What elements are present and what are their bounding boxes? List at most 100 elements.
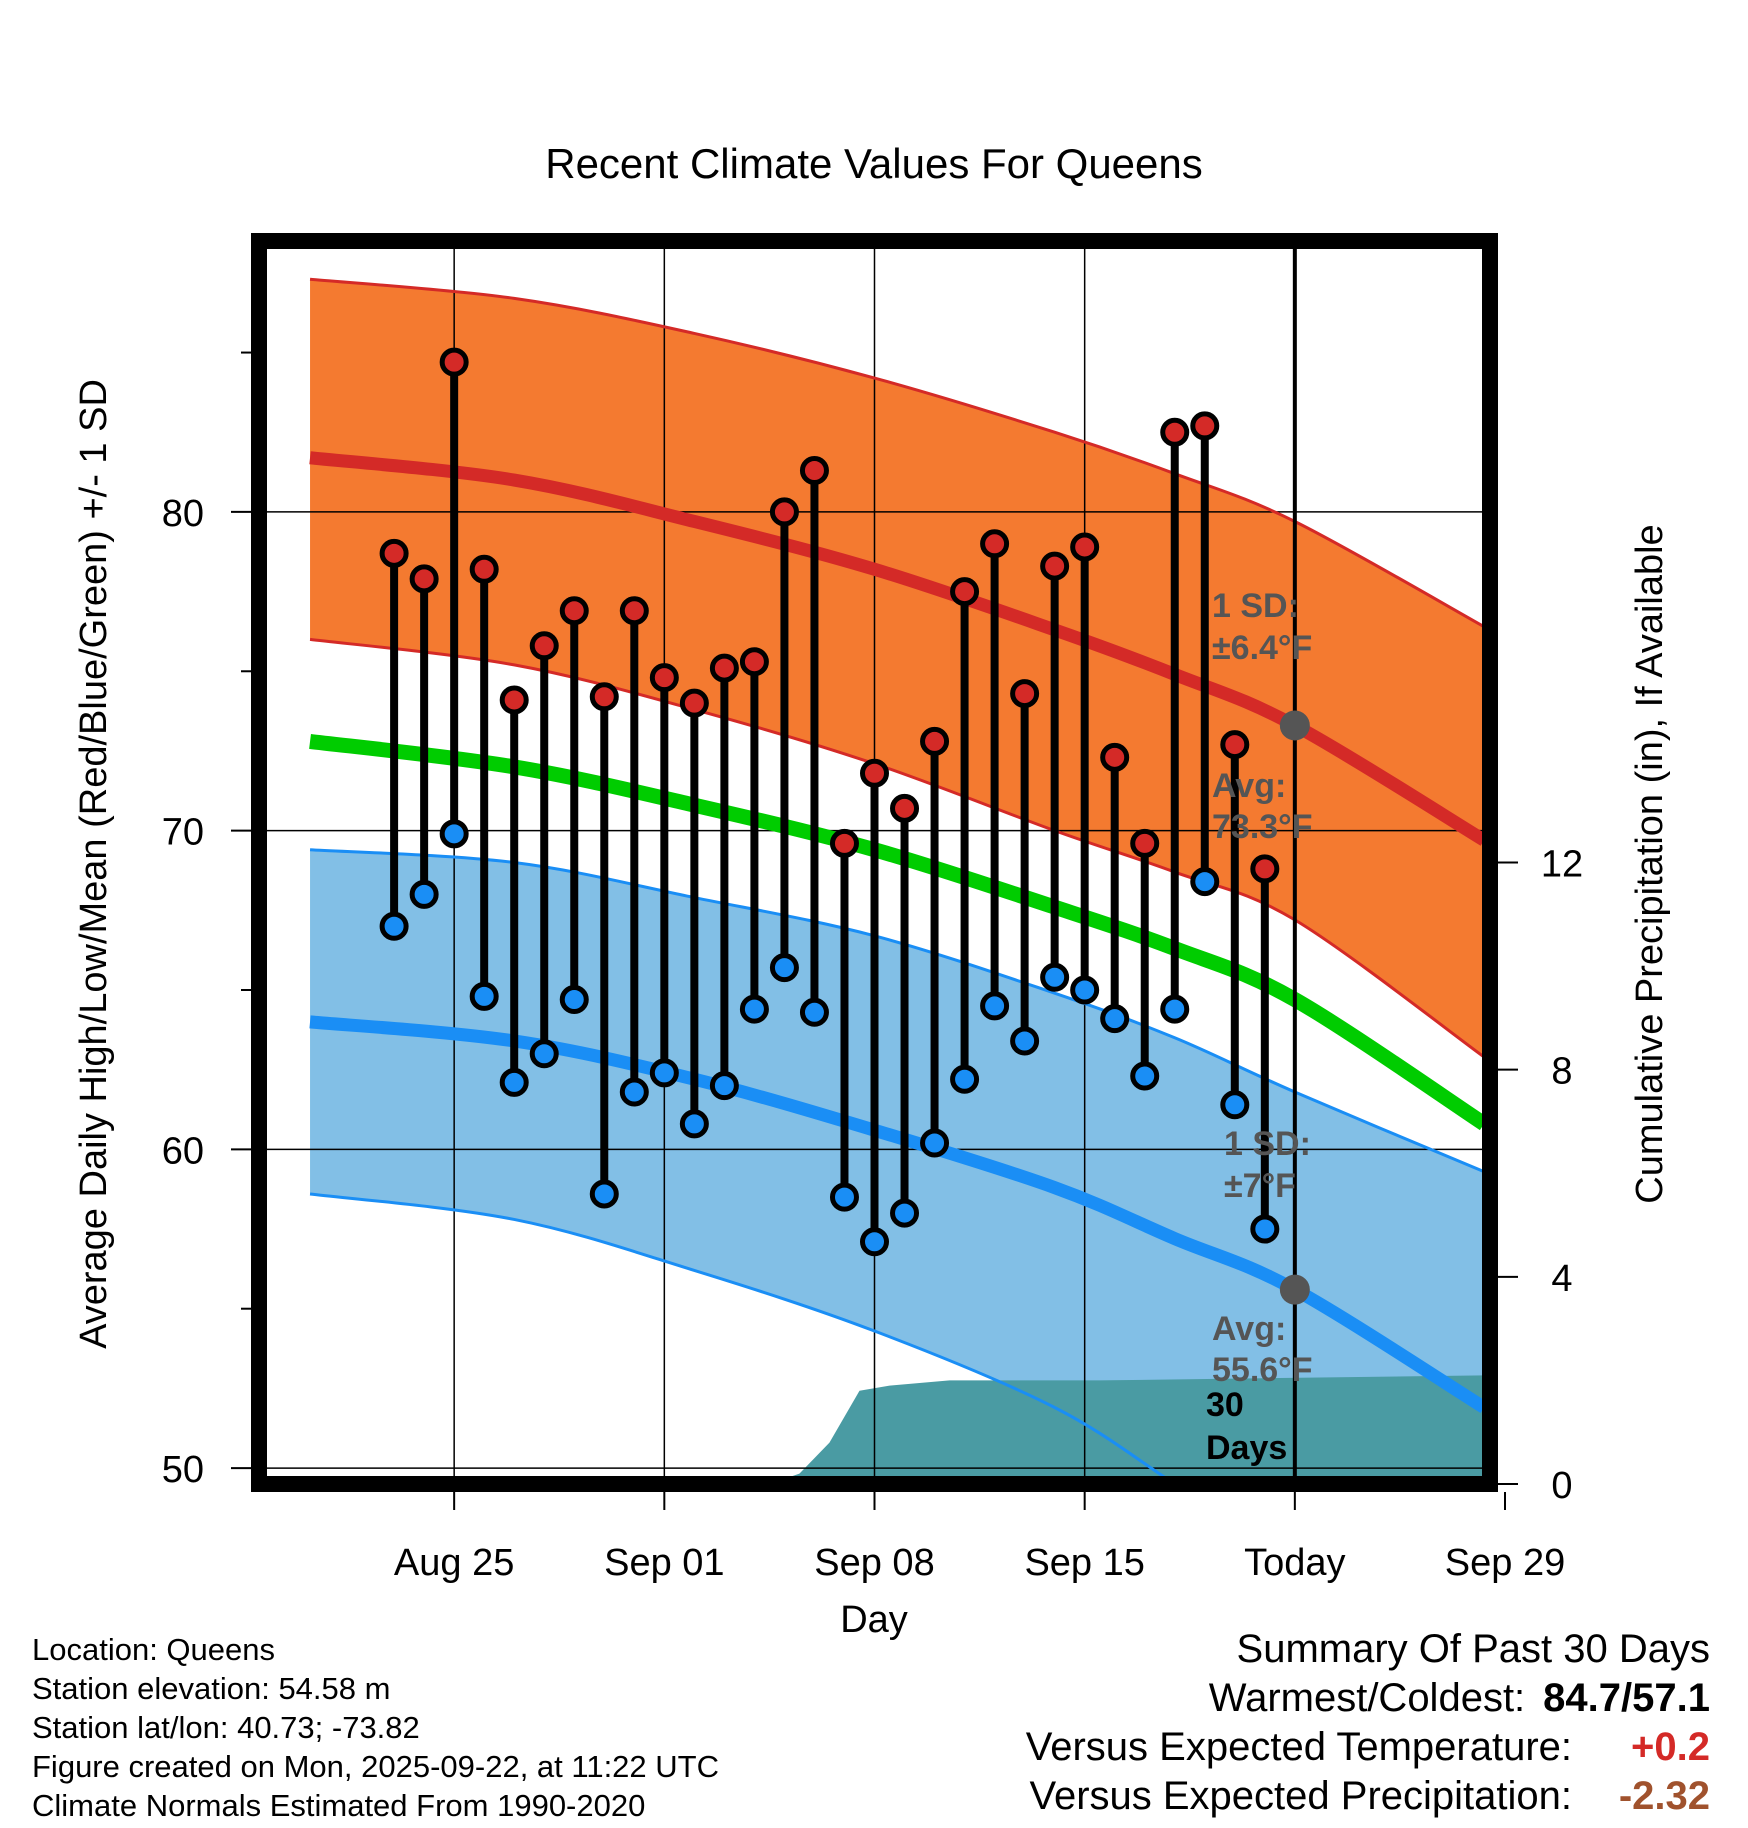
- low-sd-value: ±7°F: [1224, 1167, 1296, 1205]
- daily-high-point: [920, 726, 950, 756]
- daily-high-point: [1250, 854, 1280, 884]
- daily-high-point: [679, 688, 709, 718]
- daily-high-point: [890, 793, 920, 823]
- low-sd-lower-line: [309, 1192, 1169, 1478]
- daily-high-point: [1040, 551, 1070, 581]
- daily-low-point: [469, 981, 499, 1011]
- daily-high-point: [559, 596, 589, 626]
- period-number: 30: [1206, 1386, 1244, 1424]
- daily-low-point: [1250, 1214, 1280, 1244]
- daily-high-point: [950, 577, 980, 607]
- summary-temp-row: Versus Expected Temperature: +0.2: [1026, 1723, 1710, 1772]
- x-tick-label: Sep 29: [1445, 1542, 1565, 1584]
- high-avg-value: 73.3°F: [1212, 808, 1313, 846]
- y-axis-label: Average Daily High/Low/Mean (Red/Blue/Gr…: [73, 379, 115, 1349]
- daily-low-point: [439, 819, 469, 849]
- daily-high-point: [769, 497, 799, 527]
- warm-cold-value: 84.7/57.1: [1543, 1676, 1710, 1720]
- daily-low-point: [559, 985, 589, 1015]
- high-avg-label: Avg:: [1212, 767, 1286, 805]
- daily-high-point: [799, 455, 829, 485]
- daily-low-point: [679, 1109, 709, 1139]
- plot-frame: [251, 233, 1498, 1492]
- x-tick-label: Aug 25: [394, 1542, 514, 1584]
- today-average-low-marker: [1279, 1274, 1310, 1305]
- x-axis-label: Day: [840, 1599, 908, 1641]
- x-axis-ticks: Aug 25 Sep 01 Sep 08 Sep 15 Today Sep 29: [394, 1492, 1565, 1584]
- high-sd-band: [310, 279, 1484, 1057]
- daily-high-point: [649, 663, 679, 693]
- daily-high-point: [829, 828, 859, 858]
- daily-high-point: [980, 529, 1010, 559]
- low-avg-label: Avg:: [1212, 1310, 1286, 1348]
- daily-high-point: [1160, 417, 1190, 447]
- daily-high-point: [709, 653, 739, 683]
- precip-departure-label: Versus Expected Precipitation:: [1029, 1774, 1572, 1818]
- low-sd-upper-line: [309, 848, 1484, 1174]
- y2-axis-ticks: 0 4 8 12: [1498, 844, 1583, 1507]
- daily-high-point: [1070, 532, 1100, 562]
- y2-axis-label: Cumulative Precipitation (in), If Availa…: [1629, 524, 1671, 1203]
- created-text: Figure created on Mon, 2025-09-22, at 11…: [32, 1749, 719, 1784]
- daily-high-point: [379, 538, 409, 568]
- high-sd-upper-line: [309, 277, 1484, 628]
- summary-precip-row: Versus Expected Precipitation: -2.32: [1026, 1772, 1710, 1821]
- elevation-text: Station elevation: 54.58 m: [32, 1671, 391, 1706]
- daily-high-point: [1130, 828, 1160, 858]
- low-sd-label: 1 SD:: [1224, 1125, 1311, 1163]
- daily-low-point: [1190, 867, 1220, 897]
- daily-high-point: [860, 758, 889, 788]
- daily-low-point: [619, 1077, 649, 1107]
- summary-warm-cold-row: Warmest/Coldest: 84.7/57.1: [1026, 1674, 1710, 1723]
- x-tick-label: Today: [1244, 1542, 1345, 1584]
- daily-low-point: [1100, 1004, 1130, 1034]
- daily-low-point: [649, 1058, 679, 1088]
- temp-departure-value: +0.2: [1631, 1725, 1710, 1769]
- daily-low-point: [1220, 1090, 1250, 1120]
- daily-low-point: [499, 1067, 529, 1097]
- latlon-text: Station lat/lon: 40.73; -73.82: [32, 1710, 420, 1745]
- daily-high-point: [1010, 679, 1040, 709]
- normals-text: Climate Normals Estimated From 1990-2020: [32, 1788, 646, 1823]
- daily-observations: [379, 347, 1280, 1257]
- temp-departure-label: Versus Expected Temperature:: [1025, 1725, 1572, 1769]
- daily-low-point: [1160, 994, 1190, 1024]
- y-tick-label: 50: [162, 1449, 204, 1491]
- daily-low-point: [709, 1071, 739, 1101]
- daily-low-point: [409, 879, 439, 909]
- daily-low-point: [769, 953, 799, 983]
- x-tick-label: Sep 08: [814, 1542, 934, 1584]
- daily-high-point: [1190, 411, 1220, 441]
- daily-low-point: [950, 1064, 980, 1094]
- daily-low-point: [890, 1198, 920, 1228]
- daily-high-point: [469, 554, 499, 584]
- precip-area: [786, 1375, 1484, 1478]
- y2-tick-label: 4: [1551, 1258, 1572, 1300]
- y2-tick-label: 8: [1551, 1051, 1572, 1093]
- y-axis-ticks: 50 60 70 80: [162, 351, 251, 1491]
- daily-low-point: [379, 911, 409, 941]
- location-text: Location: Queens: [32, 1632, 276, 1667]
- x-tick-label: Sep 15: [1024, 1542, 1144, 1584]
- daily-high-point: [1220, 730, 1250, 760]
- daily-low-point: [920, 1128, 950, 1158]
- daily-low-point: [829, 1182, 859, 1212]
- daily-low-point: [529, 1039, 559, 1069]
- y2-tick-label: 0: [1551, 1465, 1572, 1507]
- daily-low-point: [739, 994, 769, 1024]
- daily-low-point: [799, 997, 829, 1027]
- daily-low-point: [1040, 962, 1070, 992]
- warm-cold-label: Warmest/Coldest:: [1208, 1676, 1526, 1720]
- daily-low-point: [860, 1227, 889, 1257]
- y-tick-label: 70: [162, 812, 204, 854]
- daily-high-point: [589, 682, 619, 712]
- daily-high-point: [409, 564, 439, 594]
- daily-low-point: [1010, 1026, 1040, 1056]
- daily-high-point: [739, 647, 769, 677]
- period-unit: Days: [1206, 1429, 1287, 1467]
- today-average-high-marker: [1279, 710, 1310, 741]
- daily-low-point: [1070, 975, 1100, 1005]
- station-info: Location: Queens Station elevation: 54.5…: [32, 1630, 719, 1825]
- low-avg-value: 55.6°F: [1212, 1351, 1313, 1389]
- daily-high-point: [529, 631, 559, 661]
